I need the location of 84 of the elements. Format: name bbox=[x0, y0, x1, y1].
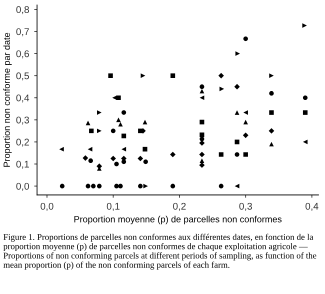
point bbox=[86, 120, 90, 126]
y-axis-title: Proportion non conforme par date bbox=[3, 32, 12, 167]
y-tick-label: 0,5 bbox=[16, 72, 30, 80]
point bbox=[268, 128, 274, 134]
x-tick-label: 0,4 bbox=[306, 202, 318, 211]
point bbox=[269, 110, 274, 115]
point bbox=[122, 134, 126, 138]
point bbox=[302, 95, 308, 100]
x-tick-label: 0,0 bbox=[40, 202, 54, 211]
point bbox=[302, 110, 308, 115]
point bbox=[138, 184, 143, 188]
point bbox=[269, 91, 274, 96]
x-tick-label: 0,1 bbox=[106, 202, 120, 211]
point bbox=[234, 140, 240, 144]
point bbox=[112, 95, 117, 100]
point bbox=[200, 95, 204, 100]
point bbox=[243, 152, 248, 157]
point bbox=[142, 120, 148, 124]
point bbox=[200, 136, 204, 142]
point bbox=[96, 163, 102, 169]
point bbox=[235, 51, 240, 56]
y-tick-label: 0,8 bbox=[16, 6, 29, 14]
point bbox=[234, 110, 240, 115]
point bbox=[122, 146, 126, 152]
point bbox=[118, 184, 123, 188]
point bbox=[110, 128, 116, 134]
point bbox=[243, 36, 248, 42]
point bbox=[200, 132, 204, 138]
point bbox=[114, 162, 119, 166]
point bbox=[89, 128, 94, 134]
point bbox=[116, 118, 121, 122]
point bbox=[86, 184, 90, 188]
point bbox=[110, 156, 116, 162]
x-tick-label: 0,3 bbox=[239, 202, 252, 211]
point bbox=[122, 110, 126, 115]
point bbox=[242, 132, 248, 138]
y-tick-label: 0,1 bbox=[16, 160, 29, 169]
y-tick-label: 0,4 bbox=[16, 94, 30, 103]
point bbox=[220, 86, 224, 92]
point bbox=[138, 156, 144, 162]
point bbox=[170, 184, 176, 188]
point bbox=[302, 23, 307, 28]
point bbox=[200, 120, 204, 124]
point bbox=[199, 152, 205, 158]
point bbox=[118, 122, 123, 127]
point bbox=[60, 184, 65, 188]
point bbox=[142, 146, 148, 152]
point bbox=[170, 73, 176, 78]
point bbox=[88, 146, 92, 152]
x-tick-label: 0,2 bbox=[173, 202, 186, 211]
point bbox=[269, 73, 274, 78]
point bbox=[218, 184, 224, 188]
point bbox=[269, 142, 274, 146]
caption: Figure 1. Proportions de parcelles non conformes aux différentes dates, en fonction de la proportion moyenne (p) de parcelles non conformes de chaque exploitation agricole — Proportions of non conforming parcels at different periods of sampling, as function of the mean proportion (p) of the non conforming parcels of each farm. bbox=[3, 234, 316, 270]
point bbox=[302, 140, 308, 144]
point bbox=[140, 73, 146, 78]
point bbox=[218, 72, 224, 78]
point bbox=[243, 120, 248, 124]
point bbox=[114, 184, 119, 188]
y-tick-label: 0,3 bbox=[16, 116, 29, 125]
y-tick-label: 0,7 bbox=[16, 28, 29, 36]
point bbox=[234, 184, 240, 188]
point bbox=[59, 146, 64, 152]
point bbox=[88, 158, 93, 163]
point bbox=[143, 159, 148, 164]
point bbox=[96, 110, 102, 115]
point bbox=[96, 184, 102, 188]
point bbox=[108, 73, 113, 78]
point bbox=[243, 110, 248, 115]
point bbox=[91, 184, 96, 188]
point bbox=[200, 88, 204, 94]
point bbox=[234, 84, 240, 90]
y-tick-label: 0,0 bbox=[16, 182, 30, 191]
y-tick-label: 0,6 bbox=[16, 50, 29, 58]
point bbox=[82, 155, 88, 161]
x-axis-title: Proportion moyenne (p) de parcelles non conformes bbox=[74, 216, 282, 224]
point bbox=[170, 152, 176, 158]
point bbox=[143, 184, 148, 188]
point bbox=[96, 128, 102, 134]
point bbox=[234, 152, 240, 157]
point bbox=[200, 158, 204, 163]
point bbox=[218, 152, 224, 157]
y-tick-label: 0,2 bbox=[16, 138, 29, 147]
point bbox=[200, 84, 204, 90]
